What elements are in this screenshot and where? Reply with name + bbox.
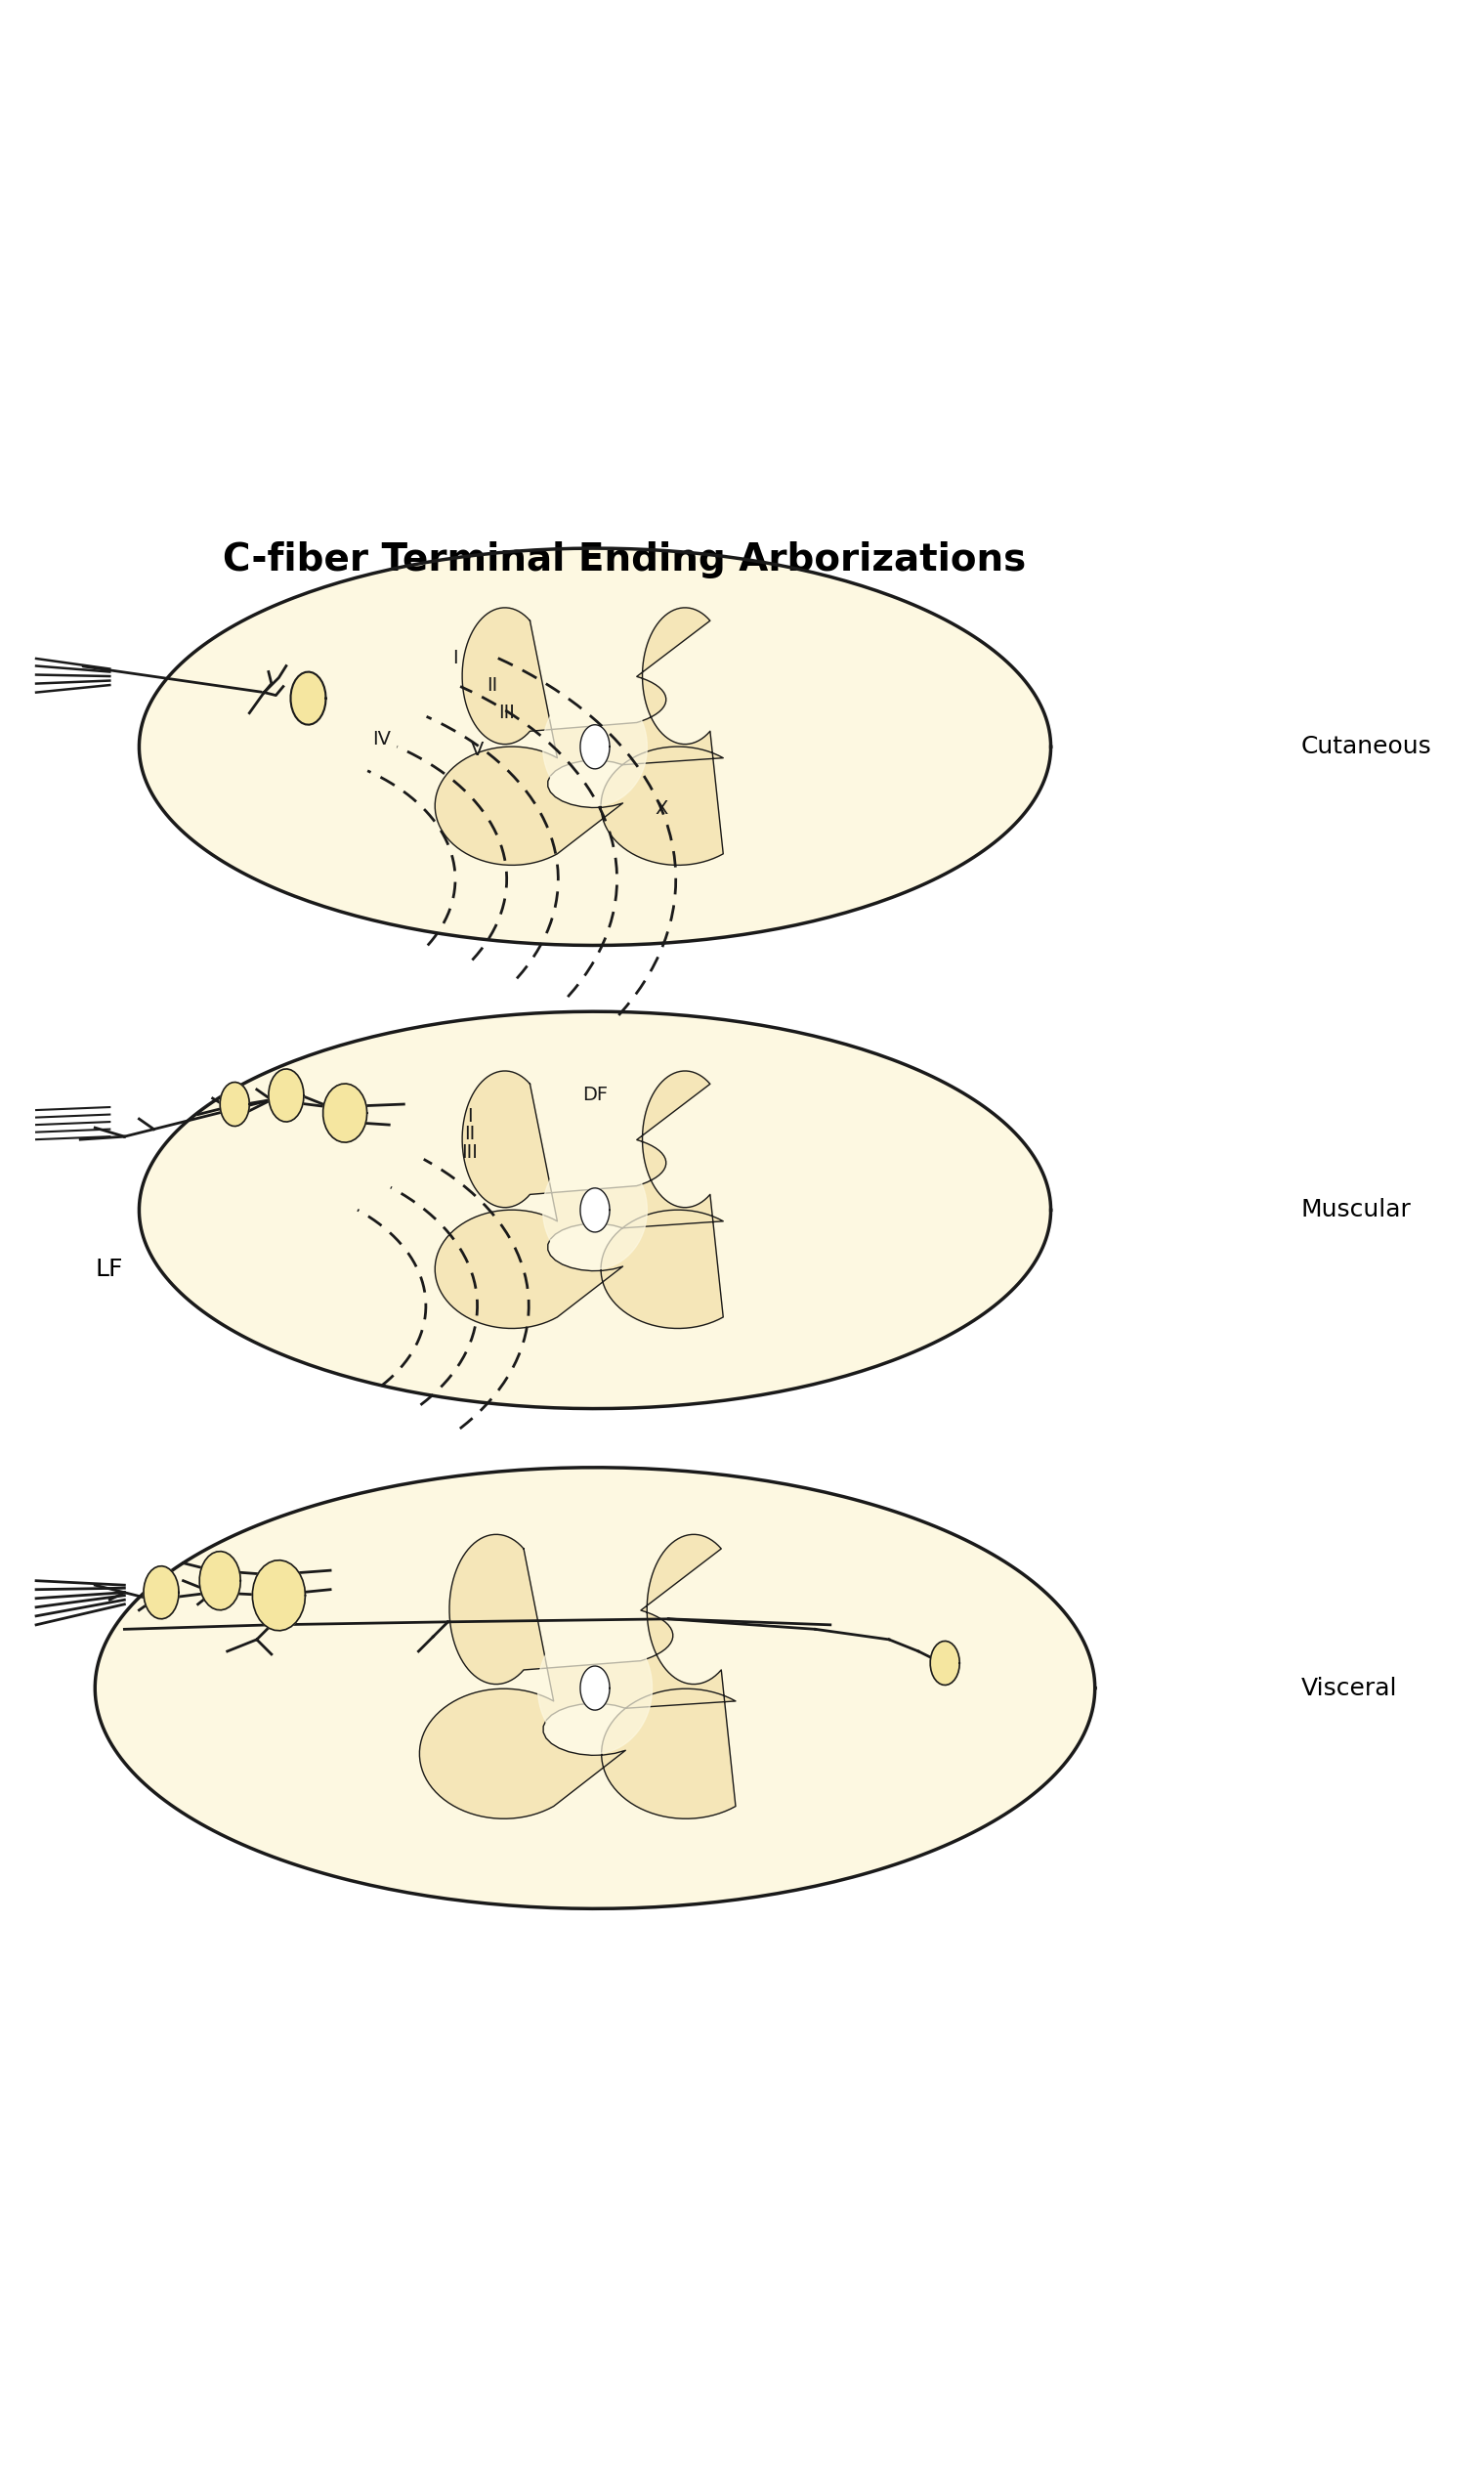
Polygon shape bbox=[435, 607, 723, 865]
Text: Muscular: Muscular bbox=[1301, 1197, 1411, 1222]
Text: Visceral: Visceral bbox=[1301, 1676, 1396, 1701]
Polygon shape bbox=[580, 1187, 610, 1232]
Polygon shape bbox=[543, 1150, 647, 1269]
Text: LF: LF bbox=[95, 1257, 123, 1282]
Text: DF: DF bbox=[582, 1086, 608, 1106]
Polygon shape bbox=[930, 1641, 960, 1686]
Polygon shape bbox=[291, 672, 326, 724]
Polygon shape bbox=[580, 1666, 610, 1711]
Polygon shape bbox=[435, 1071, 723, 1329]
Polygon shape bbox=[139, 1011, 1051, 1408]
Polygon shape bbox=[537, 1621, 651, 1753]
Polygon shape bbox=[324, 1083, 367, 1143]
Text: C-fiber Terminal Ending Arborizations: C-fiber Terminal Ending Arborizations bbox=[223, 540, 1025, 578]
Polygon shape bbox=[144, 1567, 180, 1619]
Text: III: III bbox=[462, 1143, 478, 1163]
Polygon shape bbox=[543, 687, 647, 806]
Polygon shape bbox=[220, 1083, 249, 1125]
Text: II: II bbox=[487, 677, 497, 694]
Text: III: III bbox=[499, 704, 515, 721]
Text: V: V bbox=[470, 741, 484, 759]
Text: I: I bbox=[467, 1106, 473, 1125]
Text: I: I bbox=[453, 649, 459, 667]
Polygon shape bbox=[269, 1068, 304, 1123]
Polygon shape bbox=[252, 1559, 306, 1631]
Text: IV: IV bbox=[372, 731, 390, 749]
Polygon shape bbox=[95, 1468, 1095, 1909]
Text: II: II bbox=[464, 1125, 475, 1143]
Text: X: X bbox=[654, 798, 668, 818]
Polygon shape bbox=[420, 1535, 736, 1820]
Polygon shape bbox=[580, 724, 610, 768]
Polygon shape bbox=[199, 1552, 240, 1609]
Polygon shape bbox=[139, 548, 1051, 944]
Text: Cutaneous: Cutaneous bbox=[1301, 736, 1432, 759]
